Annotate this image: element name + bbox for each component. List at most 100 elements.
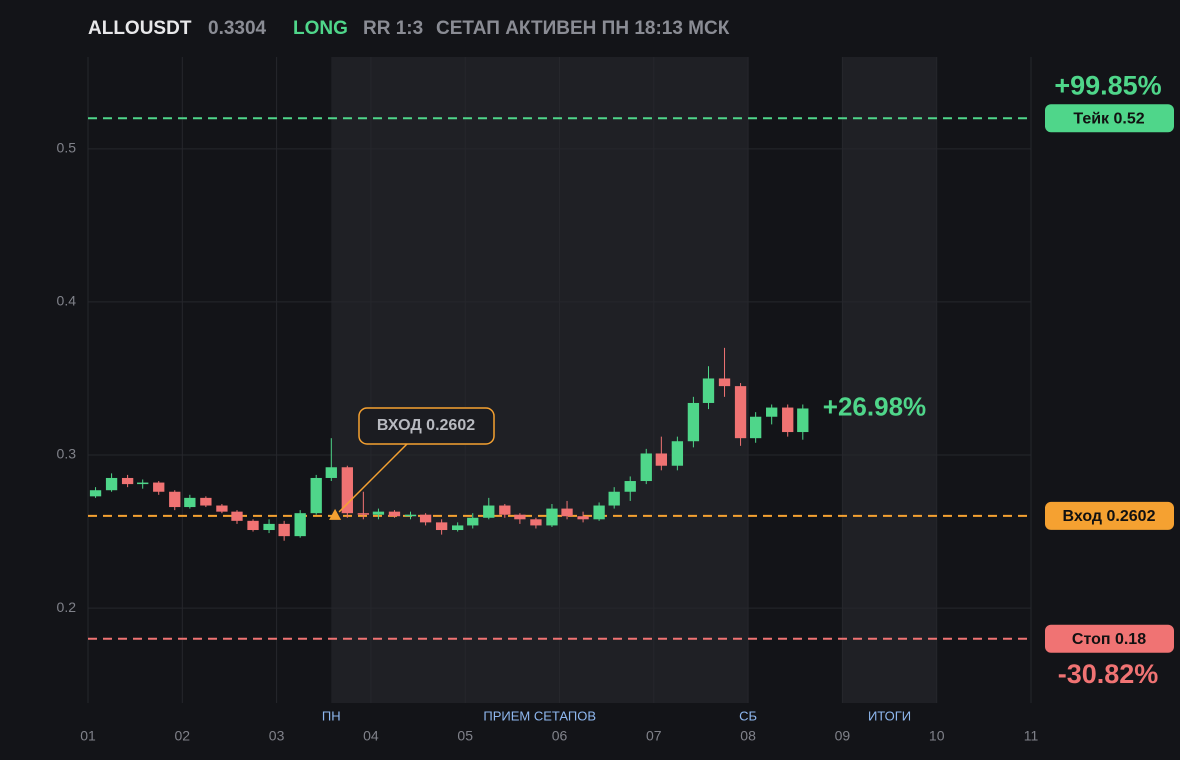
x-tick-label: 11 — [1024, 728, 1039, 744]
candle-body — [184, 497, 196, 508]
candle — [247, 519, 259, 532]
candle-body — [593, 505, 605, 520]
candle — [419, 513, 432, 526]
entry-box-text: ВХОД 0.2602 — [377, 417, 475, 434]
x-tick-label: 06 — [552, 728, 568, 744]
candle-body — [749, 416, 762, 439]
candles — [89, 347, 809, 541]
candle-body — [561, 508, 573, 517]
level-label-box — [1045, 501, 1174, 530]
period-label: ИТОГИ — [868, 708, 911, 723]
candle — [263, 519, 275, 534]
level-percent: +99.85% — [1054, 70, 1161, 100]
candle-body — [655, 453, 668, 466]
labels: ПН ПРИЕМ СЕТАПОВ СБ ИТОГИ 01 02 03 04 05 06 07 08 09… — [57, 70, 1174, 744]
x-tick-label: 09 — [835, 728, 851, 744]
candle — [153, 481, 165, 495]
candle — [231, 510, 243, 524]
candle-body — [530, 519, 542, 526]
x-tick-label: 02 — [175, 728, 191, 744]
candle-body — [624, 481, 636, 492]
candle-body — [451, 525, 464, 531]
level-percent: -30.82% — [1058, 659, 1159, 689]
x-tick-label: 08 — [740, 728, 756, 744]
level-label-box — [1045, 624, 1174, 653]
candle-body — [216, 505, 228, 512]
candle — [310, 474, 322, 515]
y-tick-label: 0.4 — [57, 293, 77, 309]
candle-body — [372, 511, 385, 515]
candle-body — [608, 491, 620, 506]
level-label: Стоп 0.18 — [1072, 631, 1146, 648]
candle-body — [577, 516, 589, 520]
candle-body — [734, 386, 747, 439]
candle-body — [687, 402, 700, 442]
candle-body — [640, 453, 652, 482]
entry-connector — [338, 443, 408, 513]
candle-body — [419, 514, 432, 523]
candle — [671, 436, 684, 471]
last-price: 0.3304 — [208, 18, 267, 39]
entry-triangle — [329, 508, 342, 520]
x-tick-label: 01 — [80, 728, 96, 744]
candle-body — [341, 467, 353, 514]
candle-body — [546, 508, 558, 526]
candle — [121, 474, 134, 488]
candle — [200, 496, 212, 508]
x-tick-label: 05 — [457, 728, 473, 744]
symbol: ALLOUSDT — [88, 18, 192, 39]
candle-body — [169, 491, 181, 508]
candle-body — [121, 477, 134, 485]
candle-body — [514, 514, 526, 520]
x-tick-label: 10 — [929, 728, 945, 744]
candle — [137, 479, 149, 489]
candle — [718, 347, 731, 397]
candle-body — [718, 378, 731, 387]
candle-body — [404, 514, 417, 517]
status: СЕТАП АКТИВЕН ПН 18:13 МСК — [436, 18, 730, 39]
candle — [749, 412, 762, 443]
period-end-label: СБ — [739, 708, 757, 723]
period-shade — [331, 57, 749, 703]
candle-body — [782, 407, 794, 433]
candle — [782, 404, 794, 437]
candle-body — [671, 441, 684, 466]
candle — [435, 519, 448, 535]
candle — [278, 520, 290, 541]
entry-box — [358, 407, 495, 445]
candle-body — [357, 513, 370, 515]
candle — [451, 522, 464, 532]
candle — [388, 510, 401, 518]
candle — [325, 438, 337, 482]
candle-body — [702, 378, 715, 403]
x-tick-label: 03 — [269, 728, 285, 744]
candle-body — [263, 523, 275, 531]
candle-body — [325, 467, 337, 478]
candle-body — [137, 482, 149, 485]
candle-body — [231, 511, 243, 521]
y-tick-label: 0.2 — [57, 599, 77, 615]
candle — [687, 396, 700, 448]
levels — [88, 117, 1032, 640]
candle — [357, 491, 370, 520]
candle — [483, 497, 495, 520]
candle — [640, 448, 652, 485]
candle — [341, 465, 353, 518]
x-tick-label: 04 — [363, 728, 379, 744]
candle — [216, 503, 228, 514]
candle-body — [797, 408, 809, 433]
candle-body — [105, 477, 118, 491]
candle-body — [483, 505, 495, 518]
candle — [766, 404, 778, 425]
candle-body — [388, 511, 401, 517]
candle-body — [153, 482, 165, 492]
candle-body — [467, 517, 479, 526]
level-label: Вход 0.2602 — [1063, 508, 1156, 525]
period-label: ПРИЕМ СЕТАПОВ — [483, 708, 596, 723]
candle — [624, 476, 636, 501]
candle — [372, 508, 385, 520]
side: LONG — [293, 18, 348, 39]
candle — [89, 487, 102, 498]
